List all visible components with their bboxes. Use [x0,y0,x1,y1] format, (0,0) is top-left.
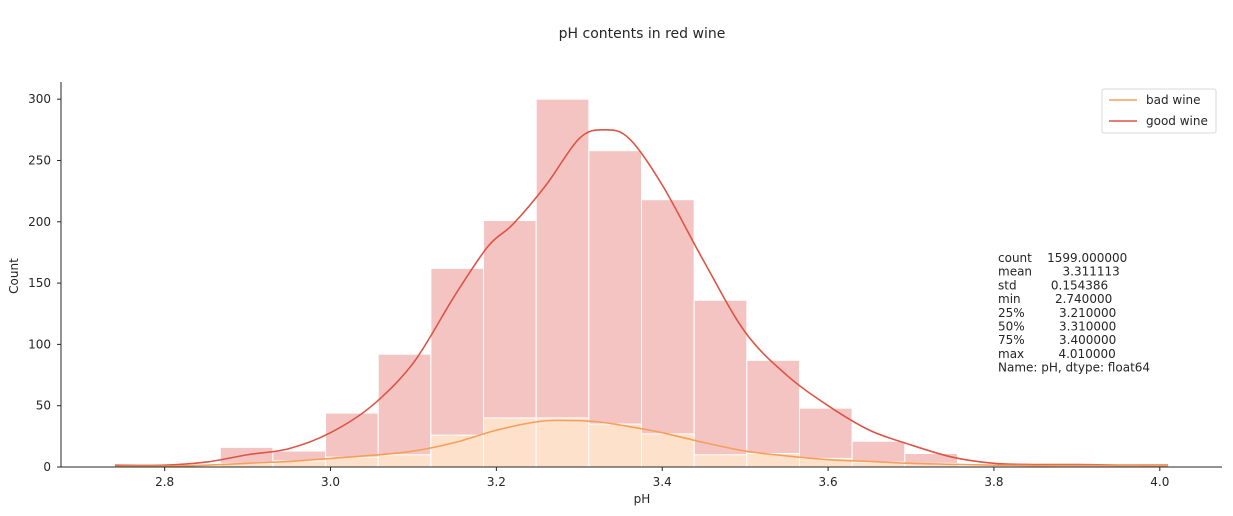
y-tick-label-0: 0 [43,460,51,474]
x-tick-label-4: 4.0 [1150,475,1169,489]
y-tick-labels: 0 50 100 150 200 250 300 [28,92,61,474]
x-tick-label-3.6: 3.6 [819,475,838,489]
summary-statistics-line-1: mean 3.311113 [998,265,1120,279]
good-wine-bar-10 [641,199,695,468]
x-tick-labels: 2.8 3.0 3.2 3.4 3.6 3.8 4.0 [155,467,1169,489]
summary-statistics-line-3: min 2.740000 [998,292,1112,306]
summary-statistics-line-8: Name: pH, dtype: float64 [998,361,1150,375]
bad-wine-bars [167,417,1064,468]
good-wine-bar-13 [798,407,853,468]
bad-wine-kde-line [114,419,1169,468]
legend: bad wine good wine [1101,88,1217,134]
bad-wine-bar-12 [746,453,800,468]
bad-wine-bar-7 [483,417,537,468]
x-tick-label-3.2: 3.2 [487,475,506,489]
x-tick-label-3: 3.0 [321,475,340,489]
x-tick-label-3.8: 3.8 [984,475,1003,489]
x-tick-label-3.4: 3.4 [653,475,672,489]
summary-statistics-line-7: max 4.010000 [998,347,1116,361]
summary-statistics-line-4: 25% 3.210000 [998,306,1116,320]
y-tick-label-100: 100 [28,337,51,351]
y-tick-label-250: 250 [28,153,51,167]
y-tick-label-50: 50 [36,399,51,413]
y-tick-label-200: 200 [28,215,51,229]
bad-wine-bar-11 [693,454,748,468]
chart-title: pH contents in red wine [559,26,726,42]
summary-statistics-line-0: count 1599.000000 [998,251,1127,265]
summary-statistics-line-2: std 0.154386 [998,278,1108,292]
good-wine-kde-line [114,129,1169,467]
x-tick-label-2.8: 2.8 [155,475,174,489]
good-wine-bar-12 [746,359,800,468]
bad-wine-bar-9 [588,423,642,468]
good-wine-bar-8 [535,98,590,468]
legend-label-bad-wine: bad wine [1146,93,1201,107]
bad-wine-bar-5 [377,454,432,468]
bad-wine-bar-8 [535,417,590,468]
good-wine-bar-11 [693,299,748,468]
y-tick-label-150: 150 [28,276,51,290]
y-tick-label-300: 300 [28,92,51,106]
bad-wine-bar-6 [430,434,485,468]
good-wine-bar-9 [588,150,642,468]
summary-statistics-line-6: 75% 3.400000 [998,333,1116,347]
summary-statistics-text: count 1599.000000 mean 3.311113 std 0.1543… [998,251,1150,375]
y-axis-title: Count [7,258,21,294]
good-wine-bars [219,98,958,468]
summary-statistics-line-5: 50% 3.310000 [998,320,1116,334]
x-axis-title: pH [634,492,651,506]
legend-label-good-wine: good wine [1146,114,1208,128]
